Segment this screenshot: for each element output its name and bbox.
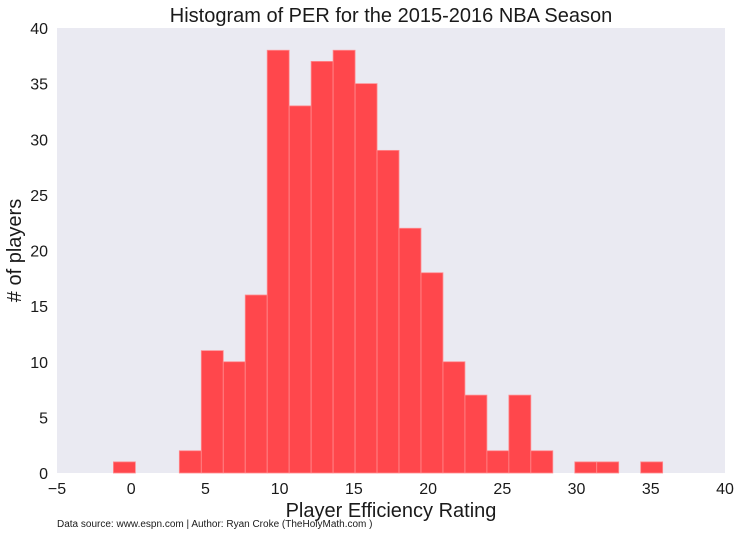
histogram-bar-7 [266,49,290,474]
histogram-bar-12 [376,149,400,474]
x-axis-ticks: −5 0 5 10 15 20 25 30 35 40 [48,481,734,498]
x-tick-label: 15 [345,481,363,498]
y-tick-label: 0 [39,466,48,483]
source-note: Data source: www.espn.com | Author: Ryan… [57,519,373,530]
histogram-bar-11 [354,83,378,474]
x-tick-label: 20 [419,481,437,498]
x-tick-label: 10 [271,481,289,498]
histogram-bar-22 [596,461,620,474]
y-tick-label: 35 [30,77,48,94]
x-tick-label: 25 [493,481,511,498]
x-axis-label: Player Efficiency Rating [286,500,497,522]
y-tick-label: 5 [39,410,48,427]
y-tick-label: 40 [30,21,48,38]
histogram-bars [113,49,664,474]
histogram-bar-10 [332,49,356,474]
x-tick-label: −5 [48,481,66,498]
x-tick-label: 30 [568,481,586,498]
histogram-bar-21 [574,461,598,474]
histogram-bar-3 [178,450,202,474]
histogram-bar-6 [244,294,268,474]
histogram-bar-4 [200,350,224,474]
histogram-bar-19 [530,450,554,474]
x-tick-label: 5 [201,481,210,498]
y-tick-label: 25 [30,188,48,205]
histogram-bar-8 [288,105,312,474]
histogram-bar-16 [464,394,488,474]
x-tick-label: 35 [642,481,660,498]
y-tick-label: 20 [30,244,48,261]
histogram-bar-5 [222,361,246,474]
histogram-bar-9 [310,60,334,474]
histogram-bar-17 [486,450,510,474]
histogram-bar-14 [420,272,444,474]
x-tick-label: 0 [127,481,136,498]
y-tick-label: 10 [30,355,48,372]
histogram-bar-15 [442,361,466,474]
chart-title: Histogram of PER for the 2015-2016 NBA S… [170,5,612,27]
histogram-bar-0 [113,461,136,474]
y-axis-label: # of players [4,199,26,302]
y-axis-ticks: 0 5 10 15 20 25 30 35 40 [30,21,48,483]
histogram-bar-18 [508,394,532,474]
y-tick-label: 30 [30,132,48,149]
x-tick-label: 40 [716,481,734,498]
y-tick-label: 15 [30,299,48,316]
histogram-bar-13 [398,227,422,474]
histogram-bar-24 [640,461,664,474]
